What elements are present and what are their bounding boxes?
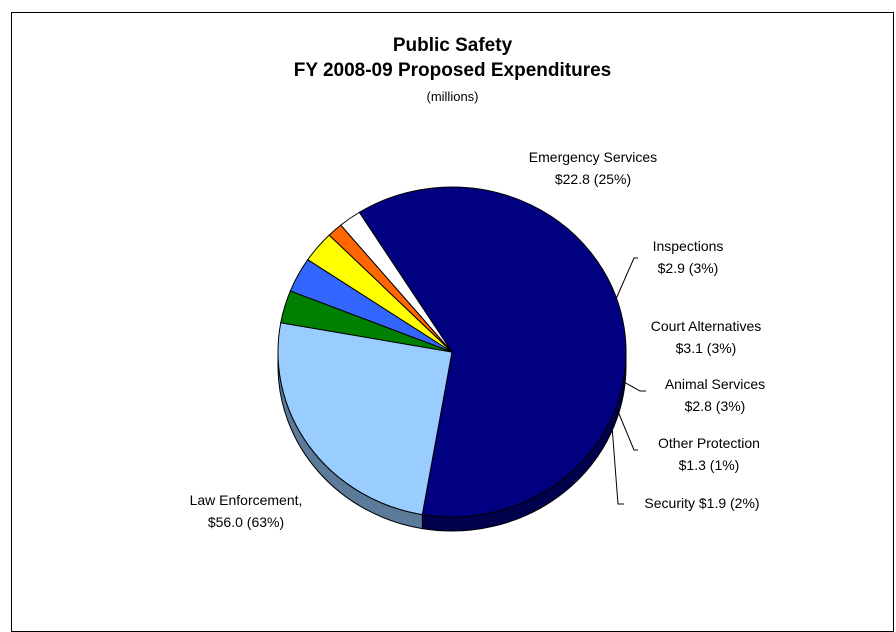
leader-line-5 [616,408,638,451]
slice-label-4: Animal Services [665,376,765,392]
slice-value-3: $3.1 (3%) [676,340,737,356]
pie-slice-0 [358,186,627,518]
leader-line-6 [611,425,624,505]
chart-subtitle: FY 2008-09 Proposed Expenditures [293,60,612,81]
slice-value-1: $22.8 (25%) [555,171,631,187]
slice-value-0: $56.0 (63%) [208,514,284,530]
leader-line-2 [615,257,638,300]
slice-label-2: Inspections [653,238,724,254]
slice-label-5: Other Protection [658,435,760,451]
slice-value-2: $2.9 (3%) [658,260,719,276]
slice-label-0: Law Enforcement, [190,492,303,508]
slice-label-1: Emergency Services [529,149,657,165]
pie-slice-1 [277,322,453,516]
slice-label-3: Court Alternatives [651,318,762,334]
pie-labels: Law Enforcement, $56.0 (63%) Emergency Ser… [190,149,766,530]
pie-slice-6 [340,211,453,353]
pie-slices [277,186,627,518]
chart-title: Public Safety [392,35,513,56]
slice-value-4: $2.8 (3%) [685,398,746,414]
slice-value-5: $1.3 (1%) [679,457,740,473]
leader-line-4 [623,381,646,392]
slice-label-6: Security $1.9 (2%) [644,495,759,511]
chart-units: (millions) [426,89,479,104]
